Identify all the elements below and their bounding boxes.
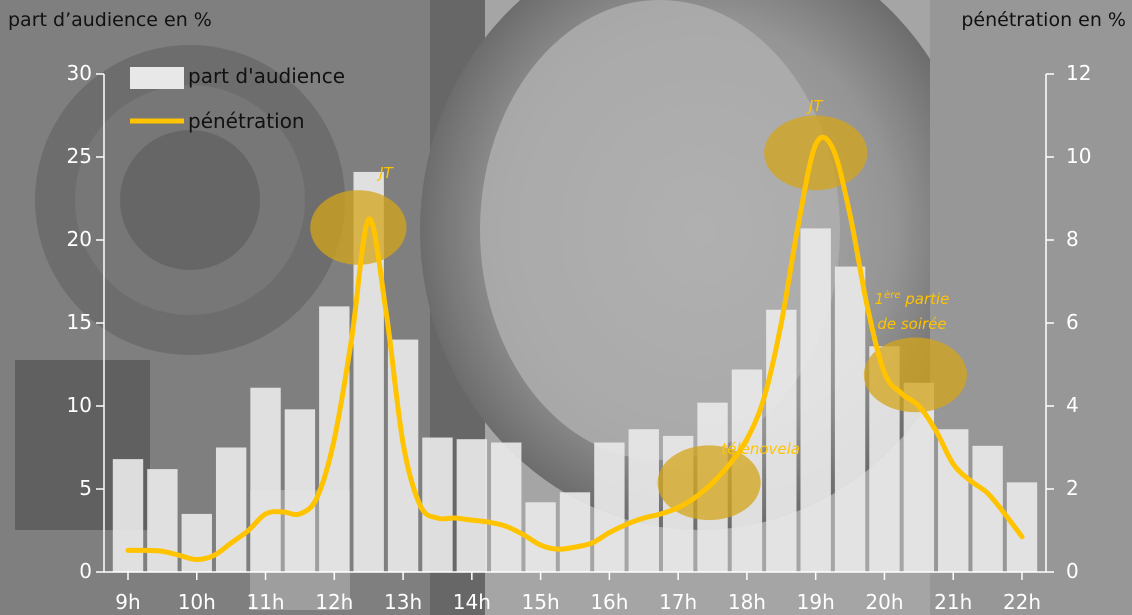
left-tick-label: 5 [79,476,92,500]
x-tick-label: 13h [384,590,423,614]
x-tick-label: 11h [246,590,285,614]
bar-24 [938,429,969,572]
annotation-label: 1ère partie [874,290,950,309]
x-tick-label: 20h [865,590,904,614]
bar-11 [491,442,522,572]
x-tick-label: 10h [177,590,216,614]
audience-share-bars [112,171,1038,572]
bar-0 [112,459,144,572]
legend-bar-label: part d'audience [188,64,346,88]
x-tick-label: 18h [727,590,766,614]
right-tick-label: 0 [1066,559,1079,583]
left-tick-label: 10 [66,393,92,417]
highlight-ellipse-0 [310,190,407,265]
x-tick-label: 19h [796,590,835,614]
annotation-label: JT [808,97,823,116]
annotation-label: télénovela [721,439,800,458]
left-tick-label: 20 [66,227,92,251]
left-tick-label: 0 [79,559,92,583]
bar-10 [456,439,488,572]
right-tick-label: 8 [1066,227,1079,251]
right-axis-title: pénétration en % [961,9,1126,31]
right-tick-label: 6 [1066,310,1079,334]
annotation-label: JT [379,163,393,182]
bar-25 [972,445,1003,572]
legend-bar-swatch [130,67,184,89]
bar-19 [766,309,797,572]
highlight-ellipse-1 [764,115,868,191]
right-tick-label: 4 [1066,393,1079,417]
bar-2 [181,513,212,572]
bar-14 [594,442,625,572]
bar-4 [250,387,281,572]
left-tick-label: 30 [66,61,92,85]
x-tick-label: 21h [934,590,973,614]
x-tick-label: 17h [659,590,698,614]
right-tick-label: 10 [1066,144,1092,168]
bar-1 [147,469,178,572]
x-tick-label: 14h [452,590,491,614]
bar-26 [1006,482,1038,572]
x-tick-label: 22h [1002,590,1042,614]
bar-9 [422,437,453,572]
left-tick-label: 15 [66,310,92,334]
x-tick-label: 12h [315,590,354,614]
legend [130,67,184,124]
legend-line-label: pénétration [188,109,305,133]
bar-21 [834,266,866,572]
bar-23 [903,382,935,572]
penetration-line [125,134,1025,563]
x-tick-label: 16h [590,590,629,614]
bar-20 [800,228,831,572]
x-tick-label: 15h [521,590,560,614]
highlight-ellipse-2 [863,337,967,413]
bar-13 [559,492,591,572]
x-tick-label: 9h [115,590,141,614]
right-tick-label: 2 [1066,476,1079,500]
bar-5 [284,409,316,572]
tick-marks [96,73,1054,580]
annotation-label: de soirée [877,315,947,334]
bar-15 [628,429,659,572]
left-tick-label: 25 [66,144,92,168]
left-axis-title: part d’audience en % [8,9,212,31]
right-tick-label: 12 [1066,61,1092,85]
